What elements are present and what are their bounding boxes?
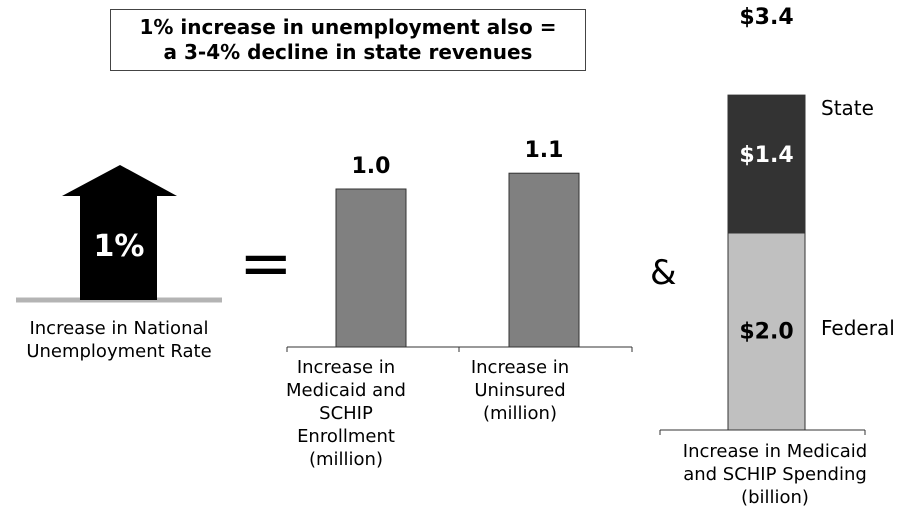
ampersand-sign: & bbox=[650, 253, 677, 293]
enrollment-uninsured-chart: 1.0 1.1 bbox=[286, 138, 633, 352]
arrow-value-label: 1% bbox=[94, 229, 145, 264]
equals-sign: = bbox=[239, 227, 293, 301]
bar-value-label: 1.0 bbox=[352, 154, 391, 179]
callout-box: 1% increase in unemployment also = a 3-4… bbox=[110, 9, 586, 71]
segment-federal bbox=[727, 232, 806, 431]
category-label-uninsured: Increase in Uninsured (million) bbox=[470, 357, 570, 424]
callout-text: 1% increase in unemployment also = a 3-4… bbox=[139, 15, 557, 64]
segment-state bbox=[727, 94, 806, 234]
segment-value-label: $1.4 bbox=[739, 143, 793, 168]
arrow-caption: Increase in National Unemployment Rate bbox=[26, 318, 212, 362]
bar-enrollment bbox=[335, 188, 407, 348]
series-label-state: State bbox=[821, 96, 874, 120]
segment-value-label: $2.0 bbox=[739, 320, 793, 345]
stack-total-label: $3.4 bbox=[739, 5, 793, 30]
category-label-spending: Increase in Medicaid and SCHIP Spending … bbox=[682, 441, 868, 508]
up-arrow-icon bbox=[62, 165, 177, 300]
category-label-enrollment: Increase in Medicaid and SCHIP Enrollmen… bbox=[286, 357, 406, 470]
bar-uninsured bbox=[508, 172, 580, 348]
bar-value-label: 1.1 bbox=[525, 138, 564, 163]
series-label-federal: Federal bbox=[821, 316, 895, 340]
spending-stacked-chart: $2.0 Federal $1.4 State $3.4 bbox=[659, 5, 895, 435]
